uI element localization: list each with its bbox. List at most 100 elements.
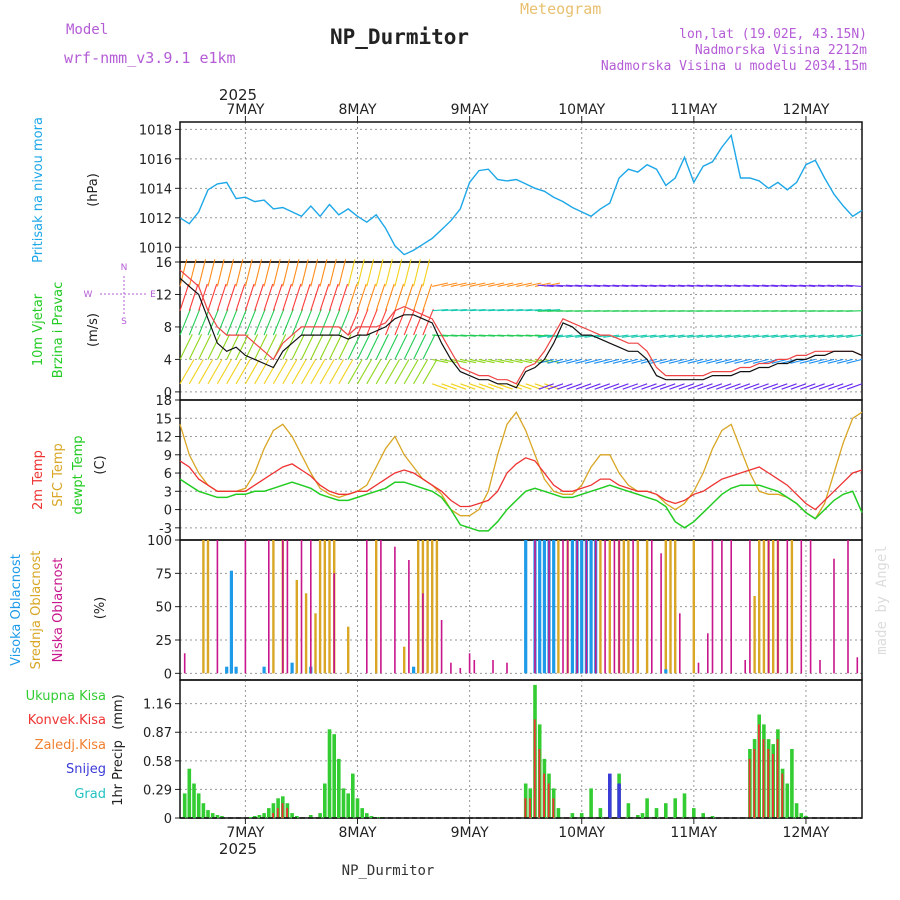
precip-total-bar bbox=[262, 813, 266, 818]
cloud-mid-bar bbox=[314, 613, 317, 674]
precip-total-bar bbox=[804, 816, 808, 818]
precip-total-bar bbox=[799, 813, 804, 818]
wind-arrow bbox=[752, 334, 769, 338]
y-tick-label: 1018 bbox=[139, 123, 172, 138]
wind-arrow bbox=[497, 282, 514, 287]
wind-arrow bbox=[450, 309, 467, 312]
wind-arrow bbox=[263, 308, 276, 336]
y-tick-label: 0 bbox=[164, 386, 172, 401]
year-label-top: 2025 bbox=[219, 86, 257, 104]
cloud-low-bar bbox=[310, 540, 312, 674]
precip-conv-bar bbox=[272, 813, 274, 818]
wind-arrow bbox=[460, 282, 477, 287]
cloud-mid-bar bbox=[674, 540, 677, 674]
wind-arrow bbox=[516, 358, 533, 364]
wind-arrow bbox=[384, 259, 393, 287]
precip-total-bar bbox=[790, 749, 794, 818]
wind-arrow bbox=[497, 383, 513, 390]
wind-arrow bbox=[547, 334, 564, 338]
wind-arrow bbox=[678, 358, 694, 364]
precip-total-bar bbox=[794, 803, 799, 818]
wind-speed-line bbox=[179, 277, 863, 389]
wind-arrow bbox=[705, 284, 722, 287]
wind-arrow bbox=[328, 259, 337, 287]
cloud-mid-bar bbox=[557, 540, 560, 674]
precip-conv-bar bbox=[753, 749, 756, 818]
compass-south: S bbox=[121, 317, 127, 327]
cloud-low-bar bbox=[394, 546, 396, 674]
wind-arrow bbox=[659, 383, 676, 390]
wind-arrow bbox=[300, 308, 313, 336]
wind-arrow bbox=[319, 259, 328, 287]
precip-conv-bar bbox=[552, 798, 555, 818]
wind-arrow bbox=[310, 333, 324, 360]
cloud-low-bar bbox=[632, 540, 634, 674]
precip-total-bar bbox=[327, 729, 332, 818]
wind-arrow bbox=[547, 383, 564, 390]
cloud-mid-bar bbox=[435, 540, 439, 674]
wind-arrow bbox=[366, 259, 375, 287]
precip-total-bar bbox=[355, 798, 360, 818]
y-tick-label: 6 bbox=[164, 467, 172, 482]
cloud-mid-bar bbox=[664, 540, 667, 674]
wind-arrow bbox=[837, 383, 853, 390]
wind-arrow bbox=[366, 308, 378, 336]
cloud-high-bar bbox=[570, 540, 574, 674]
precip-legend-hail: Grad bbox=[74, 787, 106, 802]
y-tick-label: 1014 bbox=[139, 182, 172, 197]
wind-gust-line bbox=[179, 269, 863, 385]
wind-arrow bbox=[338, 308, 350, 336]
wind-arrow bbox=[244, 283, 255, 311]
wind-arrow bbox=[566, 383, 582, 390]
wind-arrow bbox=[534, 309, 552, 312]
wind-arrow bbox=[743, 358, 760, 364]
precip-total-bar bbox=[682, 793, 687, 818]
cloud-high-bar bbox=[542, 540, 546, 674]
precip-total-bar bbox=[248, 817, 252, 818]
wind-arrow bbox=[432, 334, 449, 337]
compass-icon: N W E S bbox=[84, 263, 157, 327]
cloud-low-bar bbox=[468, 653, 471, 674]
wind-arrow bbox=[469, 358, 486, 364]
cloud-panel: 0 25 50 75 100 bbox=[147, 534, 863, 682]
cloud-high-bar bbox=[664, 669, 668, 674]
wind-arrow bbox=[432, 309, 449, 312]
precip-conv-bar bbox=[748, 758, 751, 818]
wind-arrow bbox=[254, 359, 270, 385]
precip-total-bar bbox=[351, 773, 355, 818]
wind-arrow bbox=[282, 283, 292, 311]
wind-arrow bbox=[506, 334, 523, 337]
wind-arrow bbox=[612, 358, 629, 364]
cloud-low-bar bbox=[566, 540, 569, 674]
wind-arrow bbox=[478, 282, 495, 287]
y-tick-label: 0 bbox=[164, 812, 172, 827]
wind-arrow bbox=[696, 284, 713, 287]
wind-arrow bbox=[706, 358, 723, 364]
wind-arrow bbox=[216, 308, 229, 336]
cloud-mid-bar bbox=[206, 540, 210, 674]
cloud-mid-bar bbox=[669, 540, 672, 674]
day-label-top: 11MAY bbox=[670, 102, 717, 118]
cloud-mid-bar bbox=[304, 593, 308, 674]
y-tick-label: 18 bbox=[155, 394, 172, 409]
wind-arrow bbox=[687, 334, 704, 338]
wind-arrow bbox=[818, 334, 835, 338]
wind-arrow bbox=[366, 359, 382, 385]
wind-arrow bbox=[384, 283, 395, 311]
wind-arrow bbox=[375, 283, 386, 311]
wind-arrow bbox=[450, 358, 467, 364]
wind-arrow bbox=[282, 308, 294, 336]
wind-arrow bbox=[216, 259, 225, 287]
wind-arrow bbox=[809, 383, 825, 390]
cloud-mid-bar bbox=[692, 540, 695, 674]
wind-arrow bbox=[790, 358, 807, 364]
wind-arrow bbox=[516, 334, 533, 337]
wind-arrow bbox=[649, 334, 666, 338]
wind-arrow bbox=[845, 310, 863, 312]
cloud-low-bar bbox=[585, 540, 588, 674]
y-tick-label: 0 bbox=[164, 667, 172, 682]
precip-conv-bar bbox=[781, 773, 784, 818]
wind-arrow bbox=[753, 383, 769, 390]
wind-arrow bbox=[799, 334, 816, 338]
footer-station: NP_Durmitor bbox=[342, 863, 435, 879]
